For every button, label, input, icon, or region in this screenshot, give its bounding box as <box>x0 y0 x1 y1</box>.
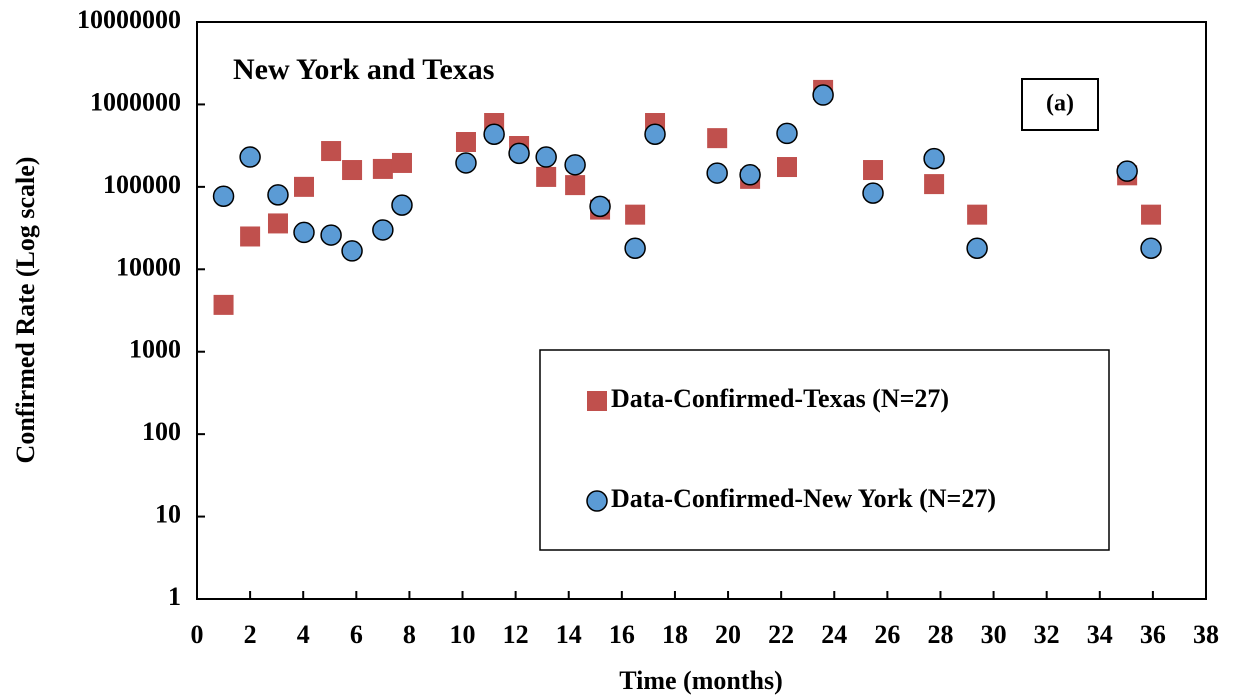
x-tick-label: 26 <box>874 620 900 649</box>
legend-swatch <box>586 490 608 512</box>
point <box>508 142 530 165</box>
x-tick-label: 22 <box>768 620 794 649</box>
point <box>1141 204 1162 225</box>
point <box>812 84 834 106</box>
point <box>739 164 761 186</box>
point <box>863 160 884 181</box>
point <box>862 182 884 204</box>
point <box>320 224 342 246</box>
point <box>706 162 728 184</box>
point <box>239 146 261 168</box>
point <box>455 132 476 153</box>
y-tick-label: 1 <box>168 582 181 611</box>
y-tick-label: 1000000 <box>90 87 181 116</box>
x-tick-label: 6 <box>350 620 363 649</box>
point <box>924 174 945 195</box>
y-tick-label: 10 <box>155 500 181 529</box>
x-tick-label: 16 <box>609 620 635 649</box>
point <box>372 219 394 241</box>
point <box>536 166 557 187</box>
point <box>321 141 342 162</box>
y-tick-label: 10000 <box>116 252 181 281</box>
point <box>589 195 611 218</box>
legend-label: Data-Confirmed-New York (N=27) <box>611 484 996 513</box>
x-tick-label: 14 <box>556 620 582 649</box>
x-tick-label: 20 <box>715 620 741 649</box>
point <box>293 221 315 244</box>
point <box>213 294 234 315</box>
x-tick-label: 8 <box>403 620 416 649</box>
point <box>372 158 393 179</box>
x-axis-label: Time (months) <box>619 666 782 695</box>
point <box>625 204 646 225</box>
y-axis-label: Confirmed Rate (Log scale) <box>11 157 40 464</box>
point <box>1140 237 1162 259</box>
annotation-box <box>1021 78 1099 131</box>
y-tick-label: 100000 <box>103 170 181 199</box>
point <box>644 123 666 145</box>
x-tick-label: 34 <box>1087 620 1113 649</box>
point <box>455 152 477 174</box>
x-tick-label: 30 <box>981 620 1007 649</box>
point <box>342 160 363 181</box>
x-tick-label: 36 <box>1140 620 1166 649</box>
point <box>624 237 646 259</box>
point <box>212 185 235 207</box>
x-tick-label: 2 <box>244 620 257 649</box>
point <box>707 128 728 149</box>
point <box>966 237 988 259</box>
chart-title: New York and Texas <box>233 53 494 86</box>
point <box>967 204 988 225</box>
point <box>776 157 797 178</box>
point <box>564 154 586 176</box>
point <box>483 123 505 145</box>
y-tick-label: 100 <box>142 417 181 446</box>
point <box>565 175 586 196</box>
point <box>923 147 945 170</box>
x-tick-label: 28 <box>927 620 953 649</box>
point <box>294 176 315 197</box>
x-tick-label: 10 <box>450 620 476 649</box>
legend-label: Data-Confirmed-Texas (N=27) <box>611 384 949 413</box>
legend-box <box>539 349 1110 551</box>
x-tick-label: 12 <box>503 620 529 649</box>
point <box>1116 160 1138 182</box>
point <box>341 240 363 262</box>
point <box>267 184 289 206</box>
x-tick-label: 18 <box>662 620 688 649</box>
point <box>391 194 413 216</box>
point <box>267 213 288 234</box>
plot-frame <box>196 21 1207 600</box>
point <box>240 226 261 247</box>
annotation: (a) <box>1046 91 1074 117</box>
legend-swatch <box>587 391 607 411</box>
point <box>391 152 412 173</box>
x-tick-label: 38 <box>1193 620 1219 649</box>
y-tick-label: 10000000 <box>77 5 181 34</box>
y-tick-label: 1000 <box>129 335 181 364</box>
x-tick-label: 0 <box>191 620 204 649</box>
x-tick-label: 32 <box>1034 620 1060 649</box>
point <box>535 146 557 168</box>
point <box>776 122 798 145</box>
x-tick-label: 4 <box>297 620 310 649</box>
x-tick-label: 24 <box>821 620 847 649</box>
